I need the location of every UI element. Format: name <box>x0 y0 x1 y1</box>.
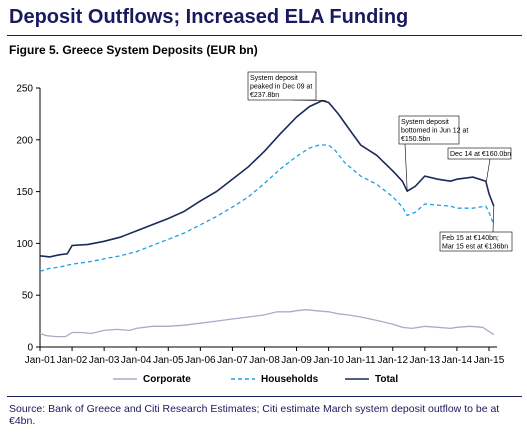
source-rule <box>7 396 522 397</box>
x-tick-label: Jan-14 <box>442 355 473 366</box>
y-tick-label: 250 <box>16 84 33 95</box>
annotation-leader <box>486 158 491 182</box>
x-tick-label: Jan-04 <box>121 355 152 366</box>
annotation-box <box>447 147 512 160</box>
x-tick-label: Jan-13 <box>410 355 441 366</box>
annotation-text: Mar 15 est at €136bn <box>442 244 508 251</box>
annotation-text: Dec 14 at €160.0bn <box>450 151 511 158</box>
legend-label-households: Households <box>261 374 319 385</box>
y-tick-label: 50 <box>22 291 34 302</box>
annotation-box <box>247 71 317 101</box>
annotation-text: bottomed in Jun 12 at <box>401 128 468 135</box>
x-tick-label: Jan-10 <box>313 355 344 366</box>
x-tick-label: Jan-12 <box>377 355 408 366</box>
legend-label-total: Total <box>375 374 398 385</box>
y-tick-label: 0 <box>27 343 33 354</box>
source-note: Source: Bank of Greece and Citi Research… <box>9 403 500 427</box>
x-tick-label: Jan-07 <box>217 355 248 366</box>
annotation-text: System deposit <box>250 75 298 82</box>
x-tick-label: Jan-08 <box>249 355 280 366</box>
annotation-box <box>439 231 513 252</box>
x-tick-label: Jan-01 <box>25 355 56 366</box>
x-tick-label: Jan-15 <box>474 355 505 366</box>
y-tick-label: 200 <box>16 135 33 146</box>
annotation-text: €150.5bn <box>401 136 430 143</box>
annotation-leader <box>492 206 495 233</box>
annotation-text: peaked in Dec 09 at <box>250 84 312 91</box>
annotation-leader <box>404 143 408 192</box>
page-title: Deposit Outflows; Increased ELA Funding <box>9 6 409 28</box>
annotation-text: €237.8bn <box>250 92 279 99</box>
x-tick-label: Jan-03 <box>89 355 120 366</box>
x-tick-label: Jan-02 <box>57 355 88 366</box>
series-line-total <box>39 99 495 258</box>
series-line-households <box>39 144 495 273</box>
x-tick-label: Jan-09 <box>281 355 312 366</box>
x-tick-label: Jan-06 <box>185 355 216 366</box>
legend-label-corporate: Corporate <box>143 374 191 385</box>
y-tick-label: 150 <box>16 187 33 198</box>
x-tick-label: Jan-11 <box>346 355 376 366</box>
y-tick-label: 100 <box>16 239 33 250</box>
annotation-box <box>398 115 460 145</box>
series-line-corporate <box>39 309 495 338</box>
annotation-text: System deposit <box>401 119 449 126</box>
annotation-text: Feb 15 at €140bn; <box>442 235 499 242</box>
figure-title: Figure 5. Greece System Deposits (EUR bn… <box>9 43 258 57</box>
x-tick-label: Jan-05 <box>153 355 184 366</box>
title-rule <box>7 35 522 36</box>
